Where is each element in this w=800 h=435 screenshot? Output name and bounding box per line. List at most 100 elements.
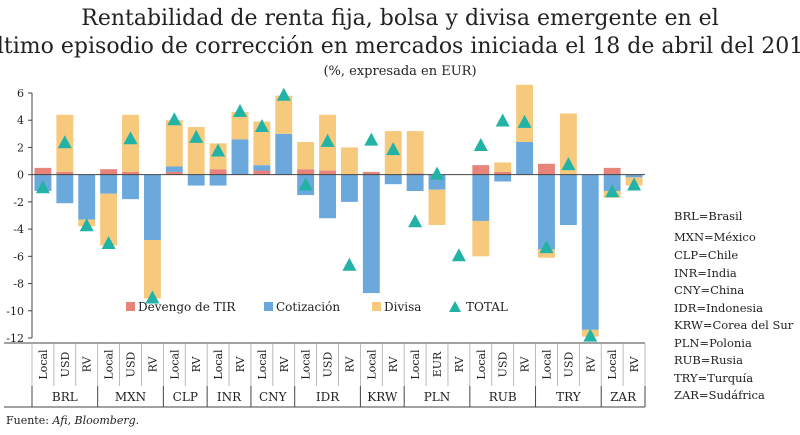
bar-devengo-12 bbox=[297, 169, 315, 175]
bar-cotizacion-15 bbox=[362, 174, 380, 294]
source-note: Fuente: Afi, Bloomberg. bbox=[6, 414, 139, 427]
total-marker-27 bbox=[627, 177, 642, 191]
total-marker-22 bbox=[517, 114, 532, 128]
bar-cotizacion-22 bbox=[516, 142, 534, 175]
axis-layer: 6 4 2 0 -2 -4 -6 -8 -10 -12 Local USD RV Local USD RV Lo… bbox=[4, 87, 646, 408]
total-marker-6 bbox=[167, 112, 182, 126]
total-marker-13 bbox=[320, 133, 335, 147]
total-marker-24 bbox=[561, 157, 576, 171]
category-label: Local bbox=[168, 349, 181, 380]
category-label: USD bbox=[125, 352, 138, 378]
bar-divisa-3 bbox=[100, 193, 118, 246]
source-suffix: . bbox=[136, 414, 140, 427]
bar-devengo-23 bbox=[538, 163, 555, 175]
total-marker-7 bbox=[189, 129, 204, 143]
category-label: RV bbox=[519, 356, 532, 373]
bar-cotizacion-20 bbox=[472, 174, 490, 221]
category-label: RV bbox=[584, 356, 597, 373]
country-key-item: BRL=Brasil bbox=[674, 209, 743, 223]
category-label: Local bbox=[409, 349, 422, 380]
bar-divisa-12 bbox=[297, 142, 315, 170]
bar-devengo-26 bbox=[603, 167, 621, 175]
group-label: TRY bbox=[556, 390, 582, 404]
total-marker-10 bbox=[254, 119, 269, 132]
category-label: Local bbox=[606, 349, 619, 380]
bar-cotizacion-3 bbox=[100, 174, 118, 194]
category-label: EUR bbox=[431, 351, 444, 377]
bar-cotizacion-2 bbox=[78, 174, 96, 220]
total-marker-12 bbox=[298, 177, 313, 191]
bar-divisa-14 bbox=[341, 147, 358, 175]
category-label: RV bbox=[234, 356, 247, 373]
total-marker-26 bbox=[605, 184, 620, 198]
chart-legend: Devengo de TIR Cotización Divisa TOTAL bbox=[126, 300, 508, 314]
category-label: USD bbox=[562, 352, 575, 378]
country-key-item: PLN=Polonia bbox=[674, 336, 752, 350]
bar-devengo-20 bbox=[472, 165, 490, 175]
total-marker-9 bbox=[233, 104, 247, 117]
bar-divisa-6 bbox=[165, 120, 183, 167]
bar-cotizacion-21 bbox=[494, 174, 512, 182]
bar-divisa-23 bbox=[538, 249, 555, 258]
source-italic: Afi, Bloomberg bbox=[51, 414, 135, 427]
bar-cotizacion-25 bbox=[581, 174, 599, 330]
bar-divisa-24 bbox=[559, 113, 577, 175]
bar-devengo-0 bbox=[34, 167, 52, 175]
bar-devengo-8 bbox=[209, 169, 227, 175]
total-marker-0 bbox=[35, 180, 50, 194]
bar-divisa-17 bbox=[406, 131, 424, 174]
bar-divisa-18 bbox=[428, 189, 446, 226]
category-label: Local bbox=[541, 349, 554, 380]
bar-cotizacion-24 bbox=[559, 174, 577, 226]
bar-cotizacion-5 bbox=[143, 174, 161, 240]
total-marker-3 bbox=[101, 236, 116, 249]
category-label: Local bbox=[256, 349, 269, 380]
country-key-item: KRW=Corea del Sur bbox=[674, 318, 794, 332]
total-marker-20 bbox=[473, 138, 488, 151]
bar-devengo-1 bbox=[56, 171, 74, 175]
total-marker-23 bbox=[539, 240, 554, 254]
bar-devengo-10 bbox=[253, 170, 271, 175]
group-label: RUB bbox=[489, 390, 517, 404]
country-key-item: MXN=México bbox=[674, 230, 756, 244]
total-marker-15 bbox=[364, 132, 379, 146]
bar-cotizacion-6 bbox=[165, 166, 183, 172]
total-marker-25 bbox=[583, 328, 598, 342]
group-label: BRL bbox=[52, 390, 78, 404]
group-label: ZAR bbox=[610, 390, 637, 404]
country-key-item: IDR=Indonesia bbox=[674, 301, 763, 315]
total-marker-5 bbox=[145, 290, 160, 304]
y-tick-label: -12 bbox=[6, 332, 24, 345]
group-label: MXN bbox=[115, 390, 146, 404]
legend-label-devengo: Devengo de TIR bbox=[138, 300, 236, 314]
total-marker-2 bbox=[79, 218, 94, 232]
country-key-item: INR=India bbox=[674, 266, 737, 280]
category-label: USD bbox=[322, 352, 335, 378]
bar-divisa-9 bbox=[231, 112, 249, 140]
bar-divisa-10 bbox=[253, 121, 271, 166]
bar-devengo-15 bbox=[362, 171, 380, 175]
category-label: RV bbox=[628, 356, 641, 373]
category-label: RV bbox=[453, 356, 466, 373]
bar-cotizacion-8 bbox=[209, 174, 227, 186]
bar-cotizacion-26 bbox=[603, 174, 621, 191]
y-tick-label: -10 bbox=[6, 305, 24, 318]
total-marker-17 bbox=[408, 214, 423, 228]
y-tick-label: -4 bbox=[13, 223, 24, 236]
category-label: Local bbox=[475, 349, 488, 380]
bar-devengo-6 bbox=[165, 171, 183, 175]
category-label: USD bbox=[59, 352, 72, 378]
bar-divisa-11 bbox=[275, 95, 293, 134]
y-tick-label: -6 bbox=[13, 250, 24, 263]
y-tick-label: 6 bbox=[17, 87, 24, 100]
y-tick-label: 4 bbox=[17, 114, 24, 127]
bar-devengo-3 bbox=[100, 169, 118, 175]
country-key-item: ZAR=Sudáfrica bbox=[674, 388, 765, 402]
category-label: Local bbox=[103, 349, 116, 380]
category-label: RV bbox=[190, 356, 203, 373]
country-key-item: CLP=Chile bbox=[674, 248, 738, 262]
bar-cotizacion-11 bbox=[275, 133, 293, 175]
category-label: Local bbox=[365, 349, 378, 380]
bar-cotizacion-10 bbox=[253, 165, 271, 171]
